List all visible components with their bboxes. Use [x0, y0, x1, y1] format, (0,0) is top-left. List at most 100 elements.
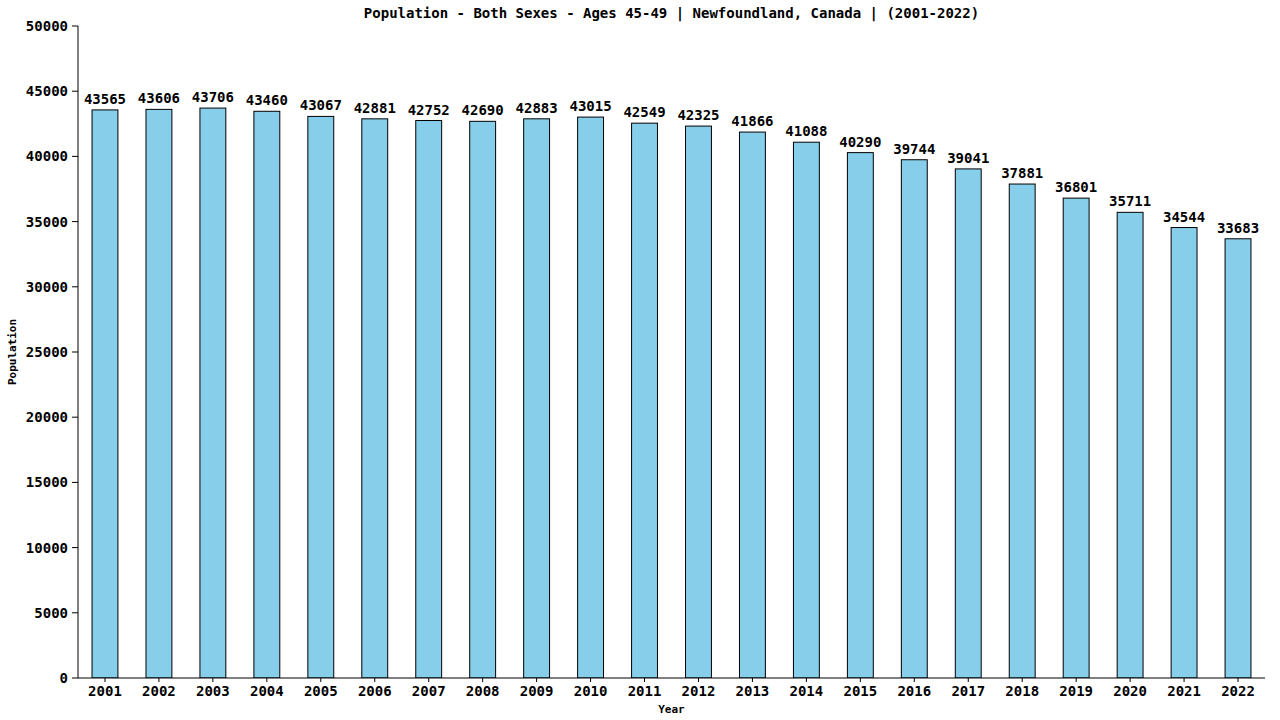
bar — [793, 142, 819, 678]
x-tick-label: 2001 — [88, 683, 122, 699]
bar — [308, 116, 334, 678]
data-label: 37881 — [1001, 165, 1043, 181]
x-tick — [1184, 678, 1185, 682]
x-tick-label: 2016 — [897, 683, 931, 699]
bar — [578, 117, 604, 678]
bar — [1171, 228, 1197, 678]
data-label: 42752 — [408, 102, 450, 118]
bar — [632, 123, 658, 678]
x-tick — [590, 678, 591, 682]
x-tick-label: 2013 — [736, 683, 770, 699]
bars — [92, 108, 1251, 678]
bar — [1225, 239, 1251, 678]
bar — [254, 111, 280, 678]
bar — [416, 121, 442, 678]
y-tick — [72, 678, 78, 679]
bar — [92, 110, 118, 678]
bar — [524, 119, 550, 678]
data-label: 41088 — [785, 123, 827, 139]
bar — [146, 109, 172, 678]
x-tick-label: 2008 — [466, 683, 500, 699]
bar — [200, 108, 226, 678]
bar — [847, 153, 873, 678]
x-tick — [374, 678, 375, 682]
y-tick — [72, 417, 78, 418]
bar — [470, 121, 496, 678]
x-tick — [1022, 678, 1023, 682]
y-tick-label: 0 — [60, 670, 68, 686]
y-tick — [72, 91, 78, 92]
x-tick-label: 2012 — [682, 683, 716, 699]
x-axis — [78, 678, 1265, 679]
x-tick — [806, 678, 807, 682]
chart-svg: Population - Both Sexes - Ages 45-49 | N… — [0, 0, 1280, 720]
y-tick-label: 10000 — [26, 540, 68, 556]
data-label: 39041 — [947, 150, 989, 166]
bar — [901, 160, 927, 678]
x-tick — [752, 678, 753, 682]
data-label: 42881 — [354, 100, 396, 116]
y-tick-label: 25000 — [26, 344, 68, 360]
x-tick-label: 2015 — [843, 683, 877, 699]
data-label: 36801 — [1055, 179, 1097, 195]
x-tick — [968, 678, 969, 682]
bar — [1009, 184, 1035, 678]
x-tick — [1076, 678, 1077, 682]
data-label: 35711 — [1109, 193, 1151, 209]
data-label: 34544 — [1163, 209, 1205, 225]
x-tick-label: 2014 — [790, 683, 824, 699]
x-tick-label: 2017 — [951, 683, 985, 699]
data-label: 39744 — [893, 141, 935, 157]
data-label: 43606 — [138, 90, 180, 106]
x-tick-label: 2006 — [358, 683, 392, 699]
data-label: 43067 — [300, 97, 342, 113]
x-tick-label: 2009 — [520, 683, 554, 699]
x-axis-label: Year — [658, 703, 685, 716]
data-label: 40290 — [839, 134, 881, 150]
x-tick-label: 2019 — [1059, 683, 1093, 699]
x-tick — [266, 678, 267, 682]
x-tick — [1130, 678, 1131, 682]
x-tick-label: 2021 — [1167, 683, 1201, 699]
x-tick-label: 2022 — [1221, 683, 1255, 699]
x-tick — [644, 678, 645, 682]
data-label: 42549 — [623, 104, 665, 120]
y-tick-label: 5000 — [34, 605, 68, 621]
x-tick-label: 2011 — [628, 683, 662, 699]
x-tick — [914, 678, 915, 682]
y-tick — [72, 612, 78, 613]
x-tick — [212, 678, 213, 682]
x-tick — [1238, 678, 1239, 682]
data-label: 42325 — [677, 107, 719, 123]
data-label: 43460 — [246, 92, 288, 108]
y-tick — [72, 221, 78, 222]
y-tick-label: 50000 — [26, 18, 68, 34]
x-tick — [158, 678, 159, 682]
y-tick-label: 45000 — [26, 83, 68, 99]
x-tick-label: 2002 — [142, 683, 176, 699]
data-label: 41866 — [731, 113, 773, 129]
x-tick — [104, 678, 105, 682]
x-tick — [536, 678, 537, 682]
y-axis-label: Population — [6, 319, 19, 385]
y-tick-label: 40000 — [26, 148, 68, 164]
bar — [1117, 212, 1143, 678]
bar — [739, 132, 765, 678]
data-label: 42690 — [462, 102, 504, 118]
data-label: 43706 — [192, 89, 234, 105]
data-label: 43565 — [84, 91, 126, 107]
x-tick — [860, 678, 861, 682]
x-tick-label: 2007 — [412, 683, 446, 699]
data-label: 33683 — [1217, 220, 1259, 236]
x-tick-label: 2005 — [304, 683, 338, 699]
y-tick — [72, 156, 78, 157]
chart-container: Population - Both Sexes - Ages 45-49 | N… — [0, 0, 1280, 720]
x-tick — [482, 678, 483, 682]
bar — [362, 119, 388, 678]
bar — [955, 169, 981, 678]
bar — [1063, 198, 1089, 678]
x-tick — [698, 678, 699, 682]
y-tick — [72, 482, 78, 483]
y-axis — [78, 26, 79, 678]
title: Population - Both Sexes - Ages 45-49 | N… — [364, 5, 979, 22]
